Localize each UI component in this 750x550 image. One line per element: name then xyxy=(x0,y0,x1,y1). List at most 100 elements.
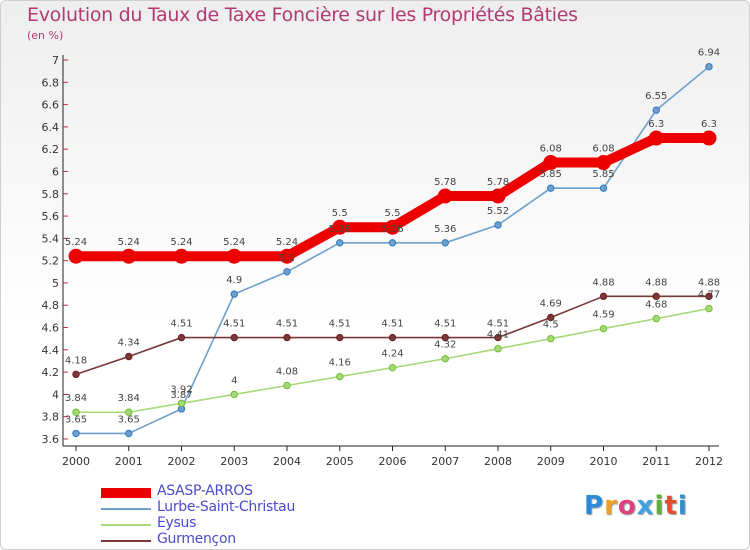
data-point xyxy=(599,324,608,333)
y-tick-label: 5.2 xyxy=(42,255,60,268)
data-point xyxy=(125,429,133,438)
data-point xyxy=(494,333,502,342)
data-point xyxy=(437,188,453,204)
series-line-lurbe-saint-christau xyxy=(76,66,710,435)
y-tick-label: 3.6 xyxy=(42,433,60,446)
data-point xyxy=(705,62,713,71)
legend-label: ASASP-ARROS xyxy=(157,483,253,499)
y-tick-label: 4 xyxy=(52,388,59,401)
y-tick-label: 6.2 xyxy=(42,143,60,156)
data-label: 4.5 xyxy=(543,320,559,331)
data-point xyxy=(177,333,186,342)
data-label: 4.88 xyxy=(698,277,720,288)
data-point xyxy=(230,333,238,342)
data-label: 5.36 xyxy=(329,224,351,235)
x-tick-label: 2008 xyxy=(484,455,512,468)
legend-swatch xyxy=(101,508,151,510)
legend-swatch xyxy=(101,524,151,526)
y-tick-label: 4.2 xyxy=(42,366,60,379)
y-tick-label: 6.4 xyxy=(42,121,60,134)
data-label: 5.85 xyxy=(540,169,562,180)
data-point xyxy=(336,333,344,342)
data-point xyxy=(385,219,400,235)
legend-swatch xyxy=(101,540,151,542)
data-point xyxy=(336,239,344,247)
legend-label: Gurmençon xyxy=(157,531,236,547)
data-point xyxy=(599,292,608,301)
x-tick-label: 2002 xyxy=(168,455,196,468)
data-label: 5.78 xyxy=(434,177,456,188)
legend-item: Eysus xyxy=(101,515,361,533)
legend-item: ASASP-ARROS xyxy=(101,483,361,501)
data-label: 4.41 xyxy=(487,330,509,341)
chart-title: Evolution du Taux de Taxe Foncière sur l… xyxy=(27,4,578,26)
y-tick-label: 5 xyxy=(52,277,59,290)
data-label: 5.24 xyxy=(65,237,87,248)
data-point xyxy=(490,188,506,204)
data-label: 4.68 xyxy=(645,300,667,311)
y-tick-label: 5.8 xyxy=(42,188,60,201)
data-point xyxy=(336,372,344,381)
data-label: 6.08 xyxy=(592,144,614,155)
data-label: 4.51 xyxy=(487,319,509,330)
y-tick-label: 6.8 xyxy=(42,76,60,89)
y-tick-label: 6 xyxy=(52,165,59,178)
data-point xyxy=(230,290,238,298)
data-label: 6.55 xyxy=(645,91,667,102)
data-point xyxy=(388,363,397,372)
x-tick-label: 2005 xyxy=(326,455,354,468)
data-point xyxy=(441,333,449,342)
data-label: 5.1 xyxy=(279,253,295,264)
data-point xyxy=(547,334,555,343)
x-tick-label: 2012 xyxy=(695,455,723,468)
data-point xyxy=(125,408,133,416)
data-label: 4.51 xyxy=(381,319,403,330)
data-label: 4.16 xyxy=(329,358,351,369)
x-tick-label: 2001 xyxy=(115,455,143,468)
legend-item: Gurmençon xyxy=(101,531,361,549)
data-point xyxy=(705,304,713,313)
y-tick-label: 6.6 xyxy=(42,99,60,112)
x-tick-label: 2009 xyxy=(537,455,565,468)
data-point xyxy=(441,239,449,247)
data-point xyxy=(705,292,713,301)
y-tick-label: 4.8 xyxy=(42,299,60,312)
data-point xyxy=(701,130,717,146)
data-label: 5.5 xyxy=(385,208,401,219)
legend-label: Eysus xyxy=(157,515,197,531)
data-point xyxy=(283,268,291,276)
data-point xyxy=(72,408,80,416)
data-point xyxy=(121,248,137,264)
y-tick-label: 7 xyxy=(52,54,59,67)
data-label: 5.36 xyxy=(434,224,456,235)
data-point xyxy=(230,390,238,399)
legend: ASASP-ARROS Lurbe-Saint-Christau Eysus Gurm… xyxy=(101,483,361,549)
legend-swatch xyxy=(101,488,151,498)
data-label: 4.77 xyxy=(698,290,720,301)
data-point xyxy=(599,184,608,192)
x-tick-label: 2011 xyxy=(642,455,670,468)
data-label: 4.59 xyxy=(592,310,614,321)
data-point xyxy=(72,370,80,379)
data-label: 6.94 xyxy=(698,48,720,59)
data-point xyxy=(543,155,559,171)
data-point xyxy=(494,221,502,229)
data-label: 3.84 xyxy=(65,393,87,404)
data-point xyxy=(441,355,449,363)
data-label: 4.69 xyxy=(540,298,562,309)
data-label: 3.87 xyxy=(170,390,192,401)
y-tick-label: 4.4 xyxy=(42,344,60,357)
data-label: 4.51 xyxy=(434,319,456,330)
data-point xyxy=(332,219,348,235)
x-tick-label: 2003 xyxy=(220,455,248,468)
data-label: 3.92 xyxy=(170,384,192,395)
data-point xyxy=(283,381,291,390)
data-label: 4.18 xyxy=(65,355,87,366)
data-label: 4.88 xyxy=(592,277,614,288)
data-label: 4.24 xyxy=(381,349,403,360)
data-point xyxy=(72,429,80,438)
x-tick-label: 2000 xyxy=(62,455,90,468)
data-label: 4.08 xyxy=(276,366,298,377)
data-point xyxy=(125,352,133,361)
data-point xyxy=(279,248,295,264)
